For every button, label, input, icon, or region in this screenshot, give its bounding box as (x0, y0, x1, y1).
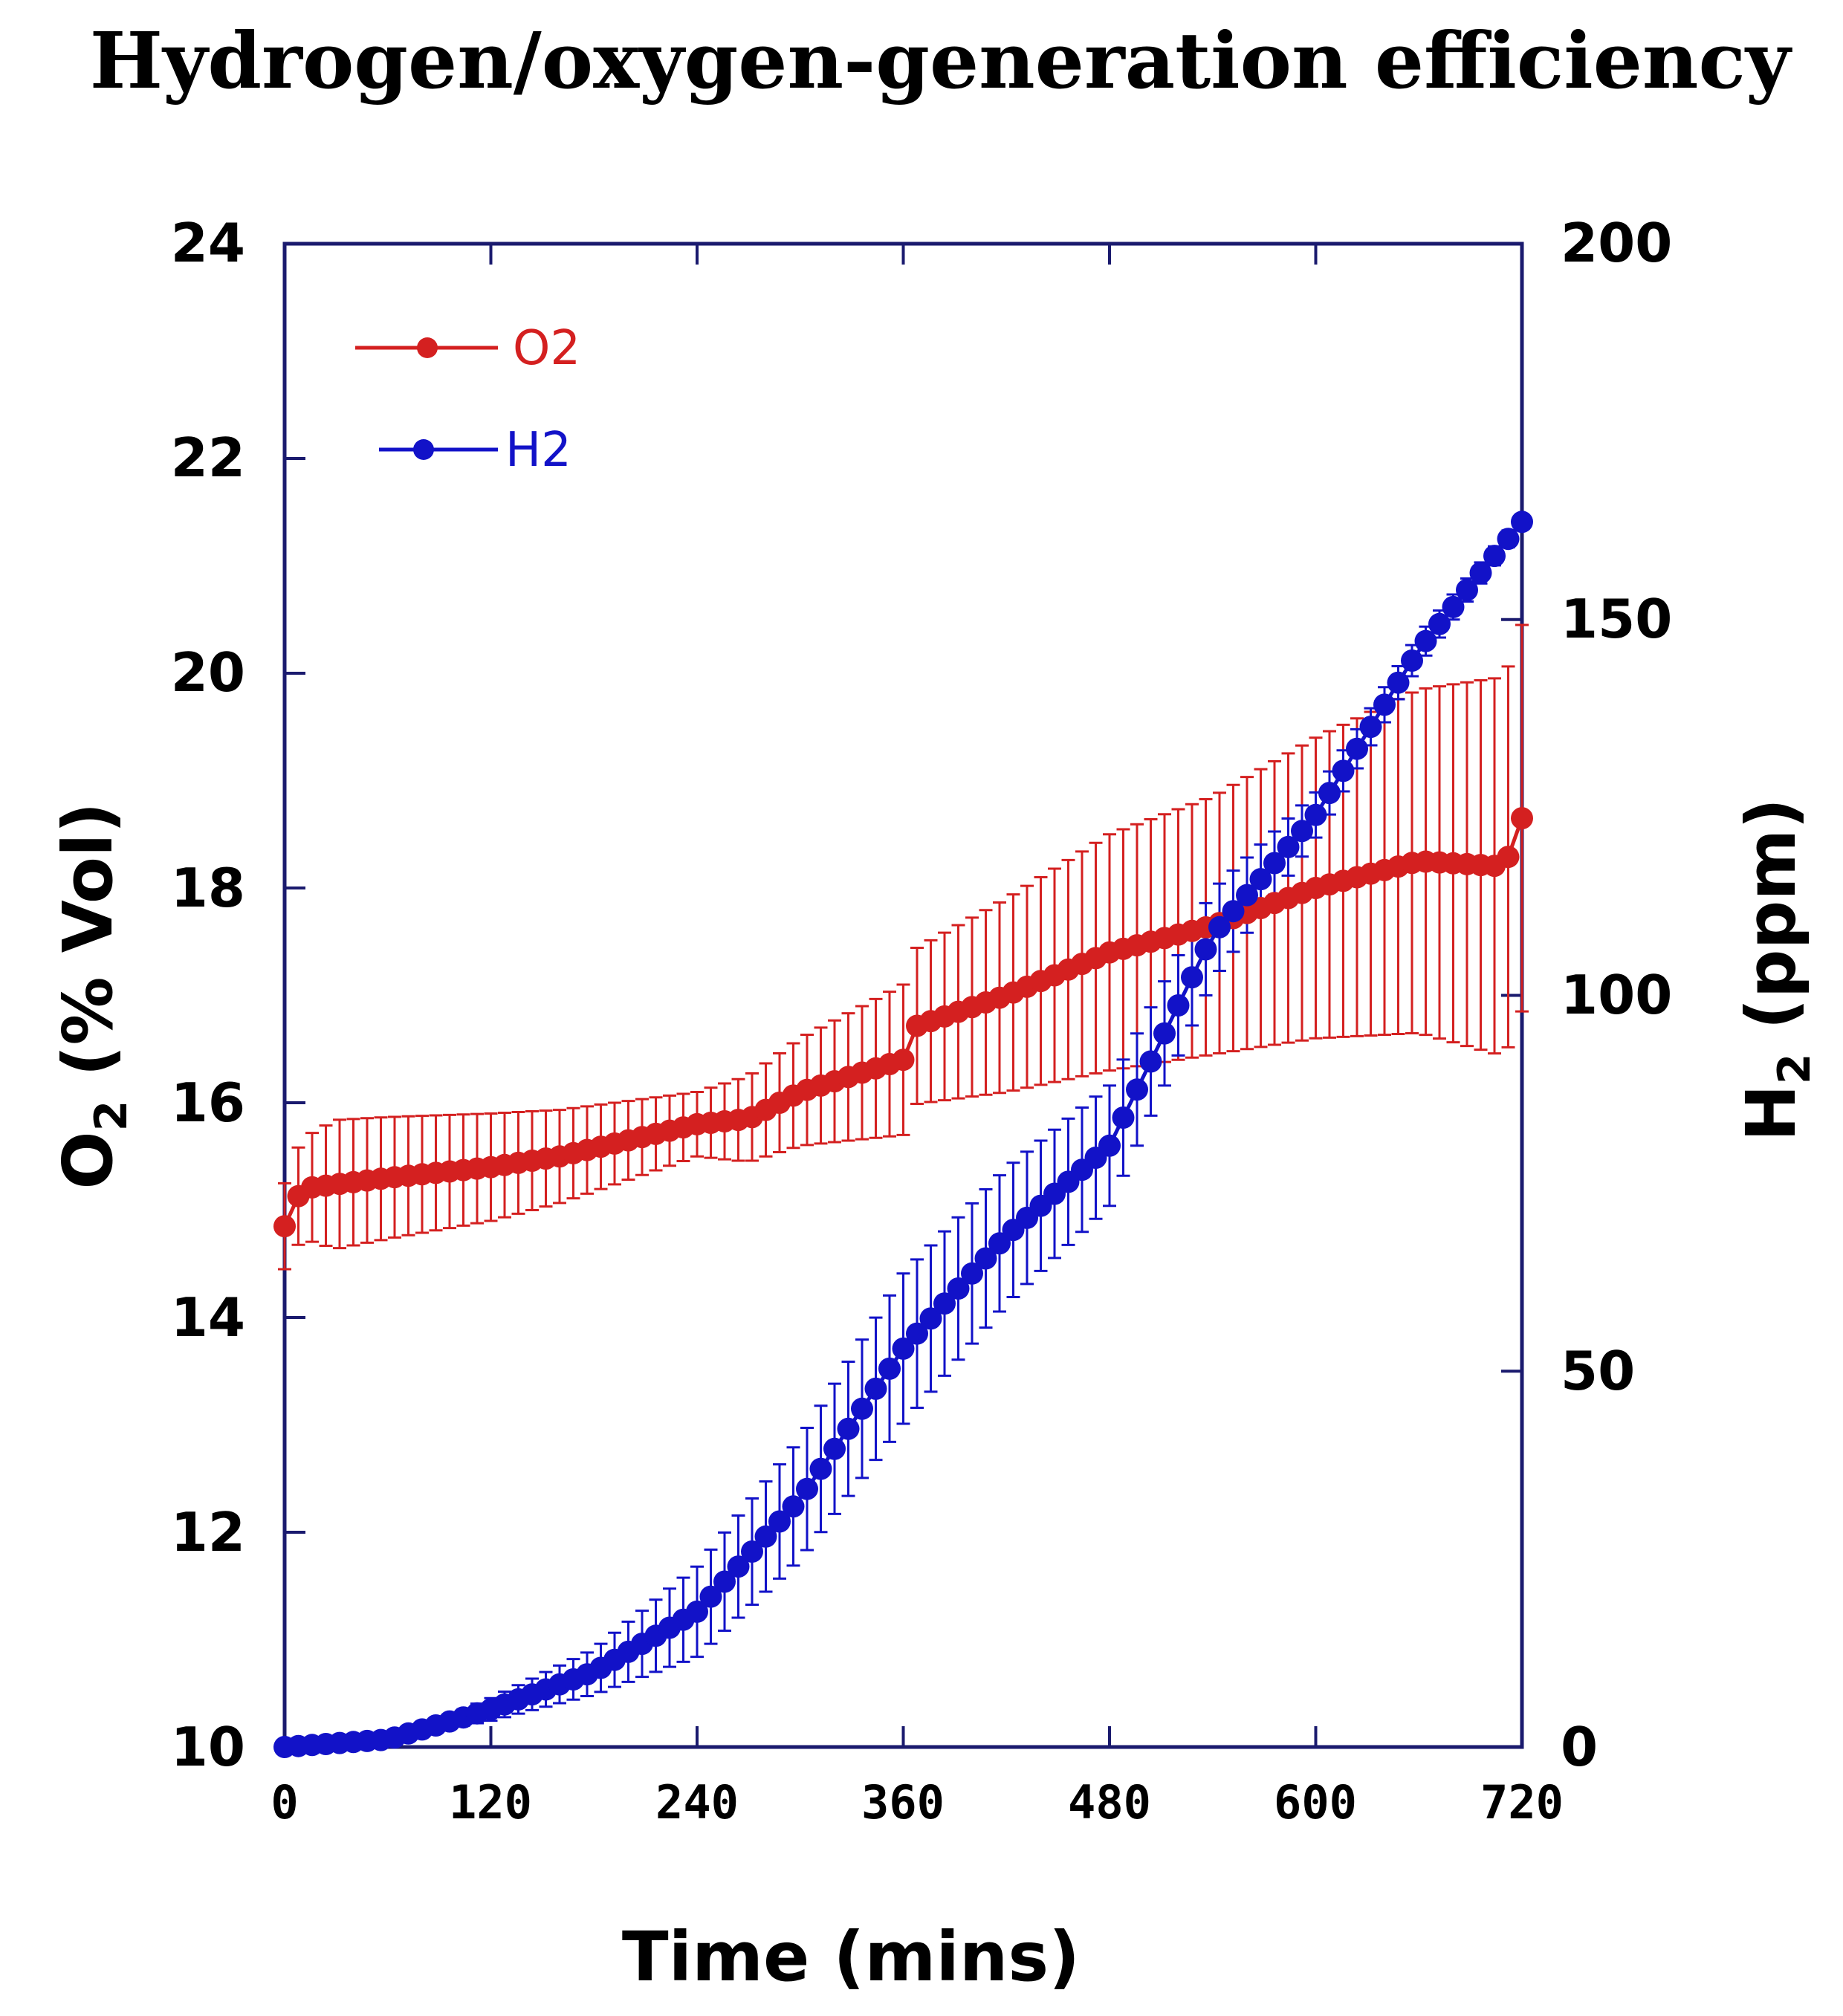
h2-point (699, 1585, 722, 1608)
legend-h2-label: H2 (505, 423, 571, 478)
h2-point (1194, 938, 1217, 961)
y-left-tick-label: 12 (171, 1501, 245, 1563)
y-left-axis-title: O2 (% Vol) (48, 802, 137, 1189)
h2-point (864, 1377, 887, 1400)
h2-point (1387, 671, 1410, 694)
o2-series (273, 807, 1533, 1238)
y-left-tick-label: 10 (171, 1716, 245, 1778)
y-left-tick-label: 20 (171, 641, 245, 704)
h2-point (713, 1570, 736, 1593)
h2-point (1167, 994, 1190, 1017)
chart-title: Hydrogen/oxygen-generation efficiency (90, 15, 1792, 106)
o2-point (273, 1215, 296, 1238)
x-tick-label: 480 (1068, 1775, 1151, 1829)
x-axis-title: Time (mins) (622, 1917, 1080, 1997)
h2-point (1236, 884, 1258, 907)
y-right-tick-labels: 0 50 100 150 200 (1561, 212, 1672, 1778)
h2-point (1332, 759, 1355, 782)
legend-o2-label: O2 (513, 321, 580, 376)
h2-point (1222, 900, 1245, 923)
h2-point (906, 1322, 928, 1345)
h2-point (1126, 1078, 1148, 1101)
legend-h2-marker (413, 439, 434, 460)
h2-point (1456, 579, 1478, 601)
x-tick-label: 0 (271, 1775, 298, 1829)
y-left-tick-label: 22 (171, 427, 245, 489)
h2-point (782, 1495, 805, 1518)
y-right-tick-label: 200 (1561, 212, 1672, 274)
x-tick-label: 720 (1480, 1775, 1564, 1829)
x-tick-label: 240 (655, 1775, 739, 1829)
y-right-tick-label: 0 (1561, 1716, 1598, 1778)
h2-point (823, 1437, 846, 1460)
h2-point (1304, 803, 1327, 826)
h2-point (1277, 835, 1300, 858)
y-left-tick-label: 16 (171, 1072, 245, 1134)
y-right-tick-label: 100 (1561, 964, 1672, 1026)
h2-point (851, 1397, 873, 1420)
y-left-tick-labels: 10 12 14 16 18 20 22 24 (171, 212, 245, 1778)
h2-point (686, 1600, 708, 1623)
o2-point (892, 1048, 915, 1072)
h2-point (1401, 649, 1423, 672)
h2-point (1153, 1022, 1176, 1045)
x-tick-label: 600 (1274, 1775, 1357, 1829)
legend: O2 H2 (355, 321, 580, 478)
y-right-axis-title: H2 (ppm) (1732, 798, 1821, 1141)
h2-series (273, 511, 1533, 1758)
h2-point (1318, 782, 1341, 805)
h2-point (1469, 562, 1492, 584)
h2-point (974, 1247, 997, 1270)
axis-ticks (283, 242, 1523, 1748)
o2-point (1497, 846, 1520, 869)
h2-point (1483, 545, 1506, 568)
h2-point (1112, 1106, 1135, 1129)
h2-point (837, 1417, 860, 1440)
h2-point (1181, 966, 1203, 989)
h2-point (1346, 737, 1368, 760)
y-right-tick-label: 150 (1561, 588, 1672, 650)
h2-point (1291, 820, 1313, 843)
h2-point (1497, 528, 1520, 551)
h2-point (919, 1307, 942, 1330)
h2-point (933, 1292, 956, 1315)
h2-point (1249, 868, 1272, 891)
h2-point (1263, 852, 1286, 875)
y-left-tick-label: 14 (171, 1286, 245, 1349)
h2-point (1208, 915, 1231, 939)
y-right-tick-label: 50 (1561, 1340, 1635, 1402)
h2-point (892, 1337, 915, 1360)
y-left-tick-label: 24 (171, 212, 245, 274)
h2-point (741, 1540, 763, 1563)
h2-point (1373, 693, 1396, 716)
y-left-tick-label: 18 (171, 857, 245, 919)
h2-point (768, 1510, 791, 1533)
h2-point (947, 1277, 970, 1300)
h2-point (1139, 1050, 1162, 1073)
h2-point (1511, 511, 1533, 534)
h2-point (1428, 612, 1451, 635)
x-tick-label: 120 (449, 1775, 532, 1829)
legend-o2-marker (417, 337, 438, 358)
h2-point (1442, 595, 1465, 618)
h2-point (727, 1555, 750, 1578)
h2-point (754, 1525, 777, 1548)
h2-point (961, 1262, 983, 1285)
o2-point (1511, 807, 1533, 830)
h2-point (809, 1457, 832, 1480)
h2-point (1359, 716, 1382, 739)
h2-point (1414, 629, 1437, 652)
h2-point (988, 1232, 1011, 1255)
x-tick-label: 360 (861, 1775, 945, 1829)
x-tick-labels: 0 120 240 360 480 600 720 (271, 1775, 1564, 1829)
h2-point (1098, 1134, 1121, 1157)
h2-point (878, 1357, 901, 1380)
h2-point (796, 1477, 818, 1500)
